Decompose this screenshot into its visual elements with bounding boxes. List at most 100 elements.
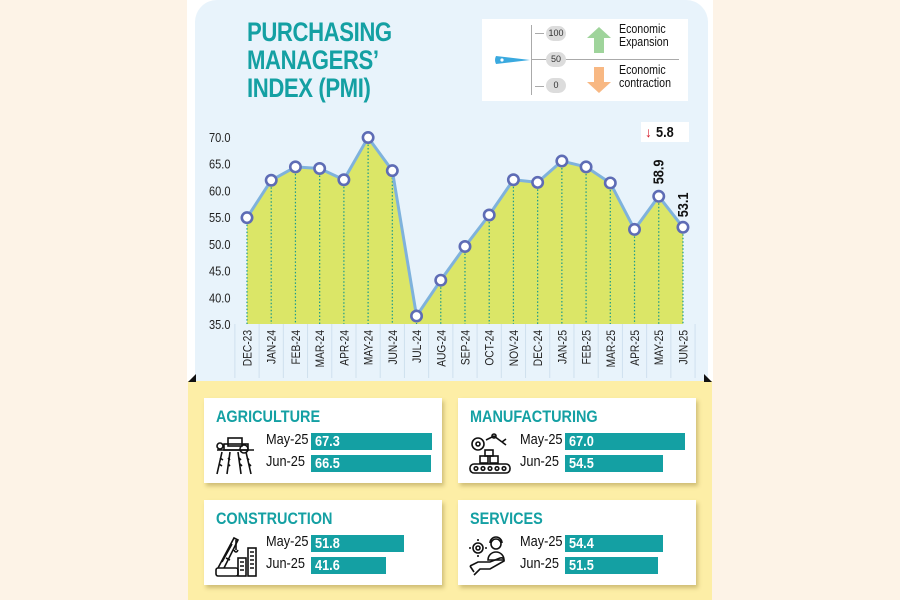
page-title: PURCHASING MANAGERS’ INDEX (PMI): [247, 18, 392, 102]
data-point: [240, 211, 254, 225]
x-tick-label: DEC-23: [242, 330, 255, 366]
bar-value: 54.4: [569, 535, 594, 552]
y-tick-label: 40.0: [209, 290, 231, 305]
data-point: [288, 160, 302, 174]
bar-value: 67.3: [315, 433, 340, 450]
data-point: [628, 222, 642, 236]
value-bar: 54.5: [565, 455, 663, 472]
x-tick-label: DEC-24: [532, 330, 545, 366]
sector-card-services: SERVICES May-25 Jun-25 54.4 51.5: [458, 500, 696, 585]
x-tick-label: JAN-25: [557, 330, 570, 364]
legend-contraction-line-2: contraction: [619, 76, 671, 90]
x-tick-label: NOV-24: [508, 330, 521, 366]
data-point: [603, 176, 617, 190]
legend-tick: [535, 86, 544, 87]
value-bar: 66.5: [311, 455, 431, 472]
bar-value: 54.5: [569, 455, 594, 472]
x-tick-label: APR-25: [629, 330, 642, 366]
value-bar: 67.3: [311, 433, 432, 450]
legend-scale-100: 100: [546, 26, 566, 41]
data-point: [410, 309, 424, 323]
tractor-field-icon: [216, 437, 254, 475]
value-bar: 51.5: [565, 557, 658, 574]
data-point: [676, 220, 690, 234]
legend-contraction-line-1: Economic: [619, 63, 666, 77]
x-tick-label: MAY-24: [363, 330, 376, 365]
data-point: [264, 173, 278, 187]
y-tick-label: 45.0: [209, 264, 231, 279]
x-tick-label: FEB-25: [581, 330, 594, 365]
value-bar: 41.6: [311, 557, 386, 574]
x-tick-label: MAY-25: [654, 330, 667, 365]
title-line-3: INDEX (PMI): [247, 73, 371, 103]
data-label: 58.9: [650, 159, 667, 184]
gauge-pointer-icon: [495, 56, 530, 64]
y-tick-label: 55.0: [209, 210, 231, 225]
data-point: [555, 154, 569, 168]
pmi-area-chart: 70.0 65.0 60.0 55.0 50.0 45.0 40.0 35.0 DEC-23 JA…: [209, 130, 696, 378]
data-point: [531, 175, 545, 189]
change-value: 5.8: [656, 124, 674, 141]
sector-card-manufacturing: MANUFACTURING May-25 Jun-25 67.0 54.5: [458, 398, 696, 483]
legend-scale-0: 0: [546, 78, 566, 93]
legend-tick: [535, 33, 544, 34]
legend-midline: [531, 59, 679, 60]
x-tick-label: MAR-24: [314, 330, 327, 367]
bar-value: 51.8: [315, 535, 340, 552]
legend-scale-50: 50: [546, 52, 566, 67]
data-point: [385, 164, 399, 178]
sector-card-agriculture: AGRICULTURE May-25 Jun-25 67.3 66.5: [204, 398, 442, 483]
title-line-1: PURCHASING: [247, 17, 392, 47]
arrow-down-icon: [587, 67, 611, 93]
title-line-2: MANAGERS’: [247, 45, 379, 75]
x-tick-label: JUN-24: [387, 330, 400, 365]
bar-value: 41.6: [315, 557, 340, 574]
x-tick-label: FEB-24: [290, 330, 303, 365]
sector-title: AGRICULTURE: [216, 407, 321, 426]
x-tick-label: SEP-24: [460, 330, 473, 365]
data-point: [458, 240, 472, 254]
x-tick-label: JUL-24: [411, 330, 424, 363]
y-tick-label: 50.0: [209, 237, 231, 252]
value-bar: 51.8: [311, 535, 404, 552]
data-point: [337, 173, 351, 187]
x-tick-label: JUN-25: [678, 330, 691, 365]
data-point: [482, 208, 496, 222]
row-label: Jun-25: [266, 555, 305, 572]
value-bar: 67.0: [565, 433, 685, 450]
data-label: 53.1: [674, 192, 691, 217]
change-badge: ↓ 5.8: [641, 122, 689, 142]
data-point: [313, 162, 327, 176]
sector-title: CONSTRUCTION: [216, 509, 333, 528]
row-label: May-25: [520, 431, 563, 448]
y-tick-label: 60.0: [209, 184, 231, 199]
x-tick-label: OCT-24: [484, 330, 497, 366]
row-label: Jun-25: [520, 453, 559, 470]
data-point: [506, 173, 520, 187]
sector-title: SERVICES: [470, 509, 543, 528]
x-tick-label: JAN-24: [266, 330, 279, 364]
legend-axis-line: [531, 25, 532, 95]
bar-value: 67.0: [569, 433, 594, 450]
legend-expansion-line-2: Expansion: [619, 35, 669, 49]
row-label: May-25: [266, 533, 309, 550]
sector-card-construction: CONSTRUCTION May-25 Jun-25 51.8 41.6: [204, 500, 442, 585]
row-label: Jun-25: [520, 555, 559, 572]
bar-value: 51.5: [569, 557, 594, 574]
area-fill: [247, 137, 683, 324]
legend-expansion-line-1: Economic: [619, 22, 666, 36]
data-point: [434, 273, 448, 287]
corner-notch: [704, 374, 712, 382]
bar-value: 66.5: [315, 455, 340, 472]
x-tick-label: APR-24: [339, 330, 352, 366]
value-bar: 54.4: [565, 535, 663, 552]
legend: 100 50 0 Economic Expansion Economic con…: [482, 19, 688, 101]
corner-notch: [188, 374, 196, 382]
x-tick-label: AUG-24: [436, 330, 449, 367]
row-label: Jun-25: [266, 453, 305, 470]
row-label: May-25: [266, 431, 309, 448]
row-label: May-25: [520, 533, 563, 550]
sector-title: MANUFACTURING: [470, 407, 598, 426]
down-arrow-icon: ↓: [645, 124, 652, 140]
hand-service-icon: [469, 536, 505, 576]
